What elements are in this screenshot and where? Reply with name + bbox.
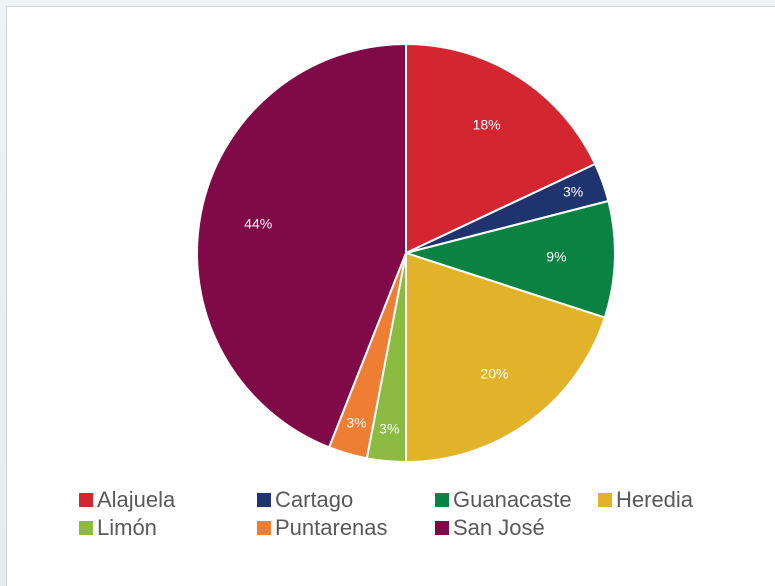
- pie-slice-guanacaste: [405, 200, 616, 319]
- legend-item-heredia: Heredia: [598, 487, 738, 513]
- pie-chart: 18% 3% 9% 20% 3% 3% 44%: [196, 43, 616, 463]
- pie-label-cartago: 3%: [563, 184, 583, 200]
- legend-swatch: [598, 493, 612, 507]
- legend-item-cartago: Cartago: [257, 487, 435, 513]
- legend-swatch: [79, 521, 93, 535]
- pie-labels: 18% 3% 9% 20% 3% 3% 44%: [244, 117, 583, 437]
- pie-slice-alajuela: [405, 43, 597, 254]
- pie-slice-heredia: [405, 252, 606, 463]
- pie-label-puntarenas: 3%: [346, 414, 366, 430]
- legend-swatch: [257, 493, 271, 507]
- legend-item-san-jose: San José: [435, 515, 598, 541]
- pie-slices: [196, 43, 616, 463]
- legend-label: San José: [453, 515, 545, 540]
- legend-swatch: [435, 521, 449, 535]
- legend-label: Limón: [97, 515, 157, 540]
- pie-slice-san-jose: [196, 43, 407, 449]
- legend-label: Cartago: [275, 487, 354, 512]
- legend-swatch: [435, 493, 449, 507]
- pie-label-limon: 3%: [379, 421, 399, 437]
- legend-item-alajuela: Alajuela: [79, 487, 257, 513]
- legend-label: Alajuela: [97, 487, 176, 512]
- legend-label: Guanacaste: [453, 487, 572, 512]
- legend-swatch: [79, 493, 93, 507]
- pie-label-heredia: 20%: [480, 365, 508, 381]
- chart-panel: 18% 3% 9% 20% 3% 3% 44% Alajuela Cartago Guana…: [6, 6, 775, 586]
- legend-label: Heredia: [616, 487, 694, 512]
- pie-label-guanacaste: 9%: [546, 248, 566, 264]
- legend-item-puntarenas: Puntarenas: [257, 515, 435, 541]
- legend-item-limon: Limón: [79, 515, 257, 541]
- legend-swatch: [257, 521, 271, 535]
- pie-label-san-jose: 44%: [244, 216, 272, 232]
- legend-label: Puntarenas: [275, 515, 388, 540]
- legend: Alajuela Cartago Guanacaste Heredia Limó…: [79, 487, 738, 541]
- pie-label-alajuela: 18%: [473, 117, 501, 133]
- legend-item-guanacaste: Guanacaste: [435, 487, 598, 513]
